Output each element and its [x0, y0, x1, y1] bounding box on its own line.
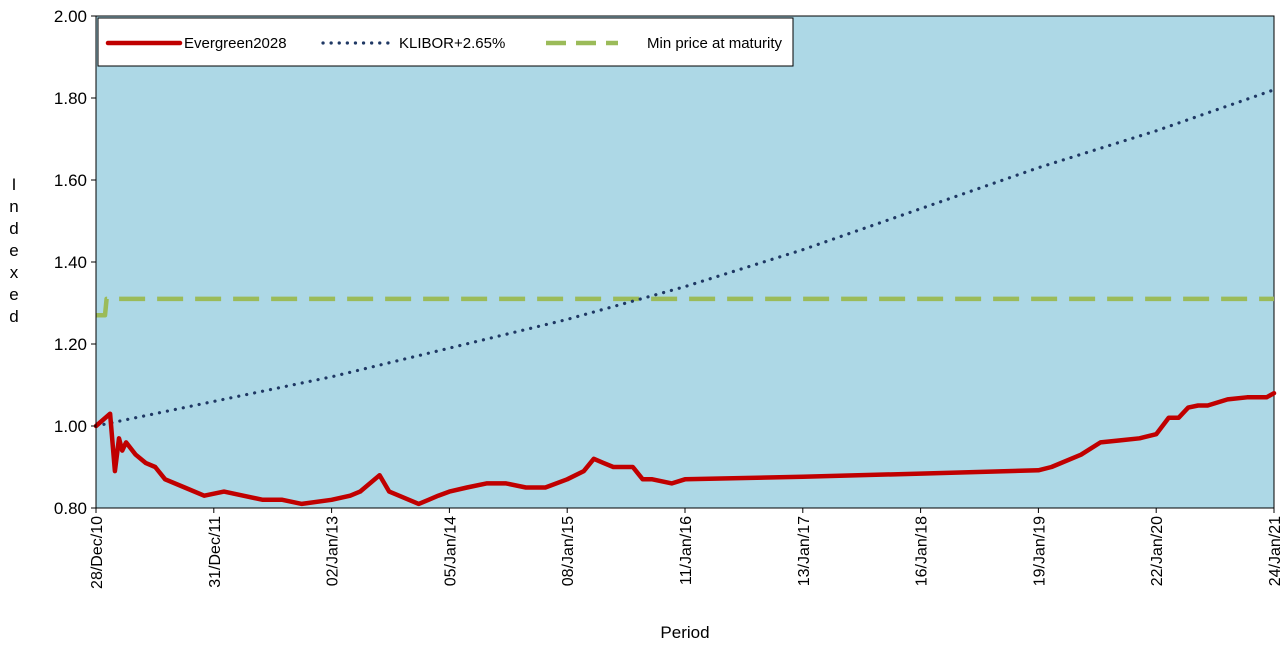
- x-tick-label: 05/Jan/14: [442, 516, 459, 586]
- series-line-evergreen2028: [93, 390, 1277, 507]
- y-tick-label: 2.00: [54, 7, 87, 26]
- x-tick-label: 19/Jan/19: [1031, 516, 1048, 586]
- y-tick-label: 1.00: [54, 417, 87, 436]
- x-tick-label: 28/Dec/10: [89, 516, 106, 589]
- y-tick-label: 1.60: [54, 171, 87, 190]
- legend-label: Evergreen2028: [184, 35, 287, 52]
- y-tick-label: 1.40: [54, 253, 87, 272]
- y-axis-title-char: d: [9, 307, 18, 326]
- x-tick-label: 24/Jan/21: [1267, 516, 1284, 586]
- series-line-klibor: [94, 88, 1276, 428]
- legend-label: KLIBOR+2.65%: [399, 35, 505, 52]
- y-tick-label: 1.80: [54, 89, 87, 108]
- y-axis-title-char: d: [9, 219, 18, 238]
- legend-box: [97, 17, 794, 67]
- y-axis-title-char: x: [10, 263, 19, 282]
- y-axis-title-char: I: [12, 175, 17, 194]
- plot-area: [95, 15, 1275, 509]
- x-tick-label: 22/Jan/20: [1149, 516, 1166, 586]
- y-axis: 0.80 1.00 1.20 1.40 1.60 1.80 2.00: [54, 7, 97, 518]
- series-layer: [93, 88, 1277, 507]
- x-tick-label: 16/Jan/18: [914, 516, 931, 586]
- x-tick-label: 31/Dec/11: [207, 516, 224, 588]
- y-axis-title-char: e: [9, 241, 18, 260]
- x-tick-label: 02/Jan/13: [325, 516, 342, 586]
- x-tick-label: 13/Jan/17: [796, 516, 813, 586]
- y-axis-title-char: e: [9, 285, 18, 304]
- x-tick-label: 11/Jan/16: [678, 516, 695, 585]
- legend: Evergreen2028 KLIBOR+2.65% Min price at ma…: [97, 17, 794, 67]
- x-tick-label: 08/Jan/15: [560, 516, 577, 586]
- x-axis: 28/Dec/10 31/Dec/11 02/Jan/13 05/Jan/14 08/J…: [89, 507, 1284, 589]
- y-tick-label: 1.20: [54, 335, 87, 354]
- legend-label: Min price at maturity: [647, 35, 783, 52]
- series-line-min-price: [96, 296, 1274, 318]
- y-tick-label: 0.80: [54, 499, 87, 518]
- x-axis-title: Period: [660, 623, 709, 642]
- y-axis-title-char: n: [9, 197, 18, 216]
